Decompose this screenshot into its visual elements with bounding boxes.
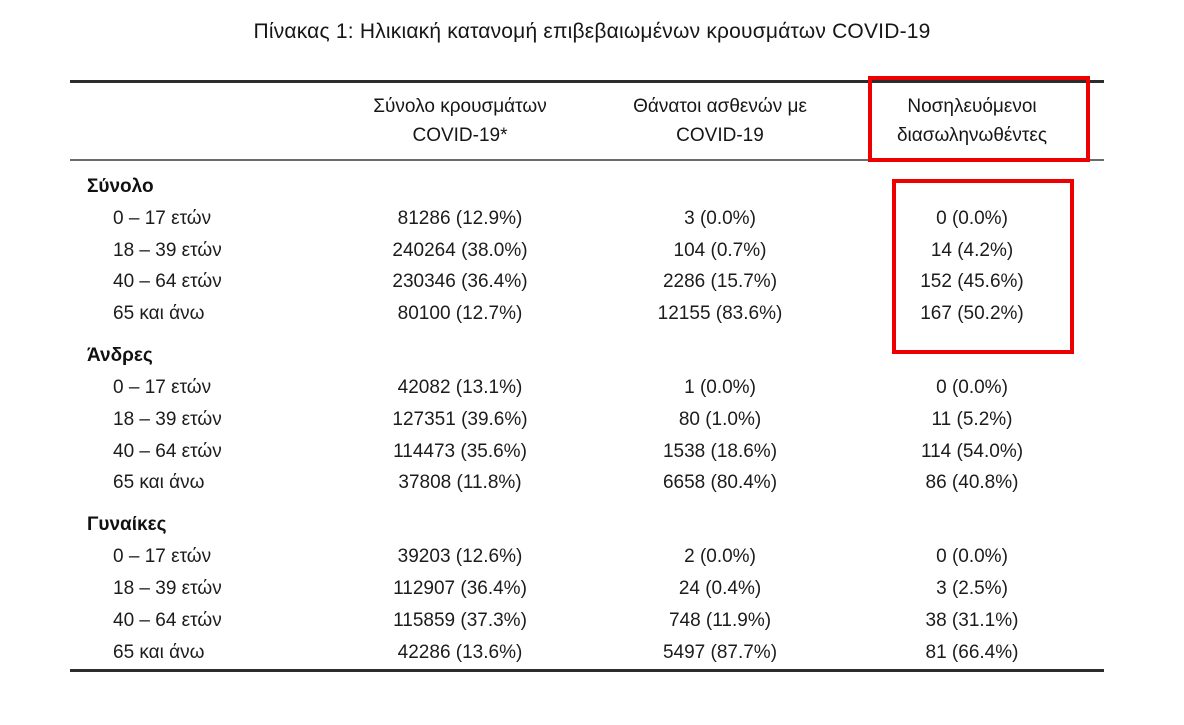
cases-value: 230346 (36.4%) <box>392 271 528 293</box>
table-row: 40 – 64 ετών 114473 (35.6%) 1538 (18.6%)… <box>70 436 1104 468</box>
intubated-value: 3 (2.5%) <box>936 578 1008 600</box>
table-header-row: Σύνολο κρουσμάτων COVID-19* Θάνατοι ασθε… <box>70 83 1104 161</box>
table-row: 0 – 17 ετών 39203 (12.6%) 2 (0.0%) 0 (0.… <box>70 541 1104 573</box>
intubated-value: 38 (31.1%) <box>925 609 1019 631</box>
table-row: 65 και άνω 37808 (11.8%) 6658 (80.4%) 86… <box>70 468 1104 500</box>
intubated-value: 11 (5.2%) <box>931 408 1013 430</box>
deaths-value: 104 (0.7%) <box>673 239 767 261</box>
deaths-value: 748 (11.9%) <box>668 609 772 631</box>
cases-value: 80100 (12.7%) <box>397 303 523 325</box>
cases-value: 127351 (39.6%) <box>392 408 528 430</box>
group-label: Σύνολο <box>87 175 154 197</box>
cases-value: 37808 (11.8%) <box>398 472 522 494</box>
age-label: 0 – 17 ετών <box>113 546 212 568</box>
intubated-value: 0 (0.0%) <box>936 377 1008 399</box>
deaths-value: 1538 (18.6%) <box>662 440 778 462</box>
deaths-value: 24 (0.4%) <box>678 578 762 600</box>
cases-value: 115859 (37.3%) <box>393 609 527 631</box>
header-total-cases: Σύνολο κρουσμάτων COVID-19* <box>373 96 547 146</box>
cases-value: 112907 (36.4%) <box>393 578 527 600</box>
intubated-value: 0 (0.0%) <box>936 207 1008 229</box>
group-row-women: Γυναίκες <box>70 499 1104 541</box>
header-deaths: Θάνατοι ασθενών με COVID-19 <box>633 96 807 146</box>
group-label: Γυναίκες <box>87 513 167 535</box>
table-row: 18 – 39 ετών 127351 (39.6%) 80 (1.0%) 11… <box>70 404 1104 436</box>
covid-age-distribution-table: Σύνολο κρουσμάτων COVID-19* Θάνατοι ασθε… <box>70 80 1104 672</box>
intubated-value: 86 (40.8%) <box>925 472 1019 494</box>
intubated-value: 81 (66.4%) <box>925 641 1019 663</box>
age-label: 40 – 64 ετών <box>113 440 222 462</box>
group-label: Άνδρες <box>87 344 153 366</box>
deaths-value: 3 (0.0%) <box>684 207 756 229</box>
intubated-value: 114 (54.0%) <box>920 440 1024 462</box>
age-label: 0 – 17 ετών <box>113 377 212 399</box>
cases-value: 42082 (13.1%) <box>397 377 523 399</box>
group-row-men: Άνδρες <box>70 330 1104 372</box>
cases-value: 81286 (12.9%) <box>397 207 523 229</box>
intubated-value: 152 (45.6%) <box>920 271 1024 293</box>
deaths-value: 1 (0.0%) <box>684 377 756 399</box>
table-row: 18 – 39 ετών 112907 (36.4%) 24 (0.4%) 3 … <box>70 573 1104 605</box>
age-label: 65 και άνω <box>113 472 205 494</box>
age-label: 40 – 64 ετών <box>113 271 222 293</box>
age-label: 65 και άνω <box>113 303 205 325</box>
deaths-value: 2 (0.0%) <box>684 546 756 568</box>
deaths-value: 12155 (83.6%) <box>657 303 783 325</box>
table-row: 40 – 64 ετών 230346 (36.4%) 2286 (15.7%)… <box>70 267 1104 299</box>
table-row: 40 – 64 ετών 115859 (37.3%) 748 (11.9%) … <box>70 605 1104 637</box>
header-intubated: Νοσηλευόμενοι διασωληνωθέντες <box>896 96 1048 146</box>
group-row-total: Σύνολο <box>70 161 1104 203</box>
cases-value: 240264 (38.0%) <box>392 239 528 261</box>
page-title: Πίνακας 1: Ηλικιακή κατανομή επιβεβαιωμέ… <box>253 20 931 43</box>
intubated-value: 167 (50.2%) <box>920 303 1024 325</box>
cases-value: 114473 (35.6%) <box>393 440 527 462</box>
age-label: 18 – 39 ετών <box>113 408 222 430</box>
table-row: 65 και άνω 80100 (12.7%) 12155 (83.6%) 1… <box>70 298 1104 330</box>
age-label: 18 – 39 ετών <box>113 578 222 600</box>
cases-value: 39203 (12.6%) <box>397 546 523 568</box>
table-row: 0 – 17 ετών 81286 (12.9%) 3 (0.0%) 0 (0.… <box>70 203 1104 235</box>
age-label: 0 – 17 ετών <box>113 207 212 229</box>
intubated-value: 14 (4.2%) <box>930 239 1014 261</box>
cases-value: 42286 (13.6%) <box>397 641 523 663</box>
intubated-value: 0 (0.0%) <box>936 546 1008 568</box>
deaths-value: 5497 (87.7%) <box>662 641 778 663</box>
deaths-value: 80 (1.0%) <box>678 408 762 430</box>
table-row: 0 – 17 ετών 42082 (13.1%) 1 (0.0%) 0 (0.… <box>70 372 1104 404</box>
age-label: 40 – 64 ετών <box>113 609 222 631</box>
age-label: 65 και άνω <box>113 641 205 663</box>
deaths-value: 2286 (15.7%) <box>662 271 778 293</box>
deaths-value: 6658 (80.4%) <box>662 472 778 494</box>
table-row: 18 – 39 ετών 240264 (38.0%) 104 (0.7%) 1… <box>70 235 1104 267</box>
table-row: 65 και άνω 42286 (13.6%) 5497 (87.7%) 81… <box>70 637 1104 669</box>
age-label: 18 – 39 ετών <box>113 239 222 261</box>
